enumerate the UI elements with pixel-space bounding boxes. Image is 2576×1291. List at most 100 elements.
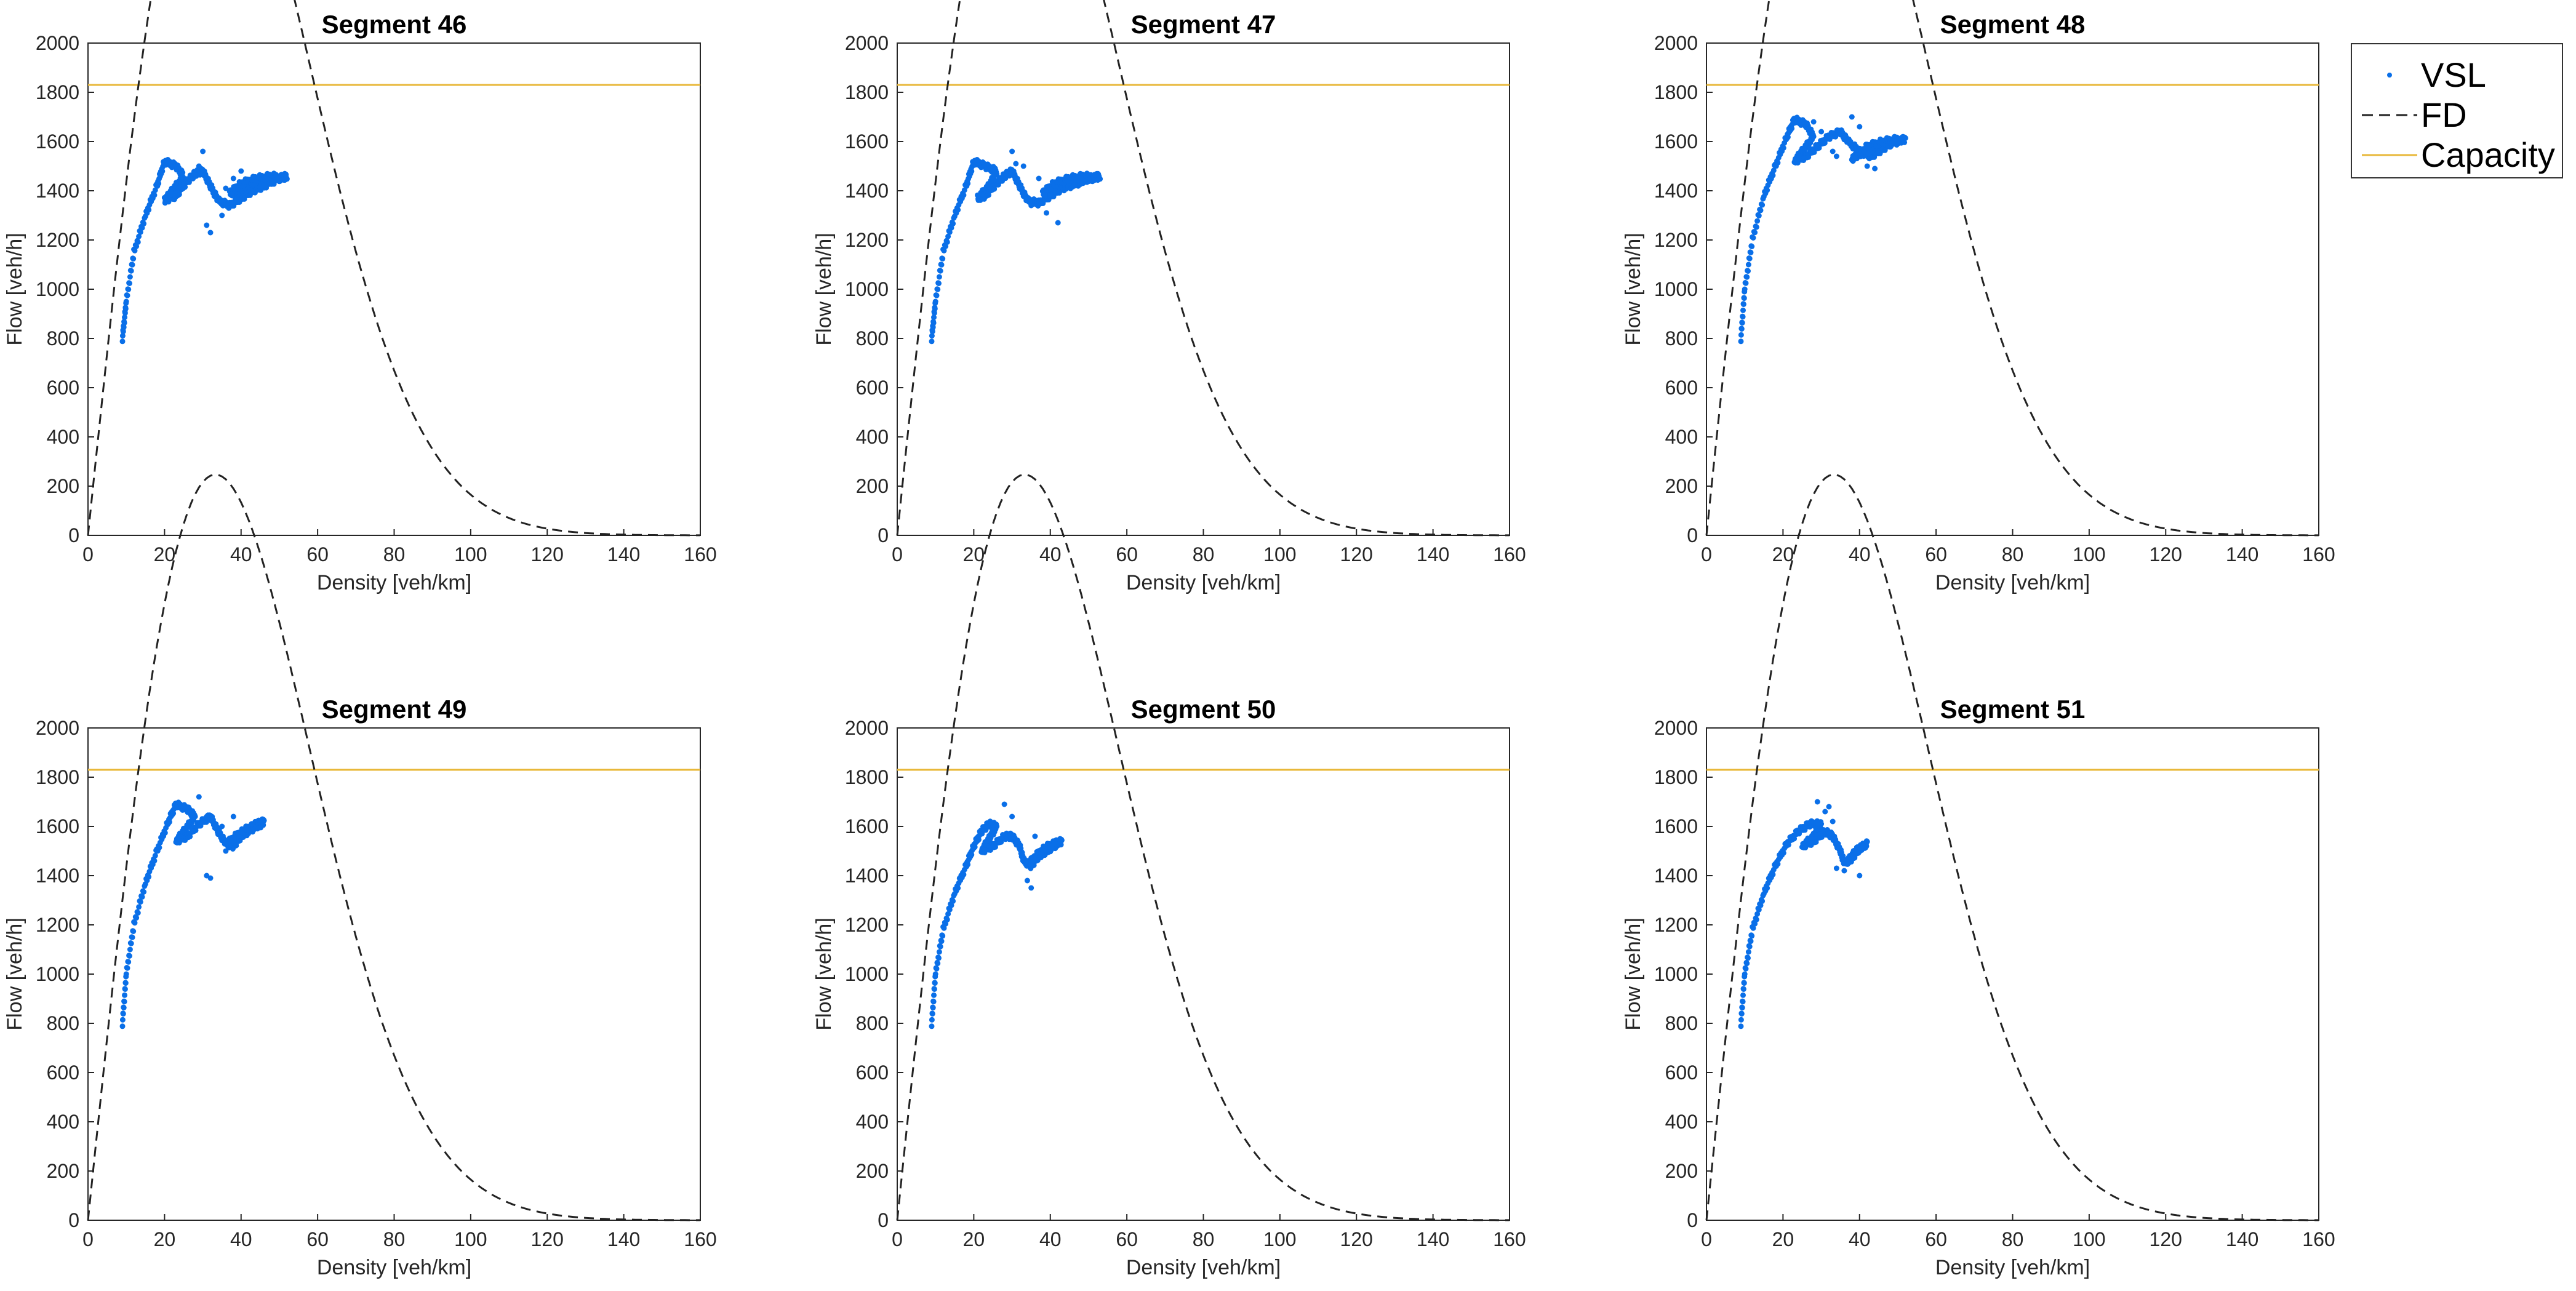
vsl-point [122,980,129,986]
vsl-point [1785,134,1791,140]
vsl-point [1860,842,1866,849]
vsl-point [1830,818,1836,825]
x-tick-label: 120 [531,543,564,566]
y-axis-label: Flow [veh/h] [3,917,26,1030]
vsl-point [929,333,935,339]
x-axis-label: Density [veh/km] [1935,1256,2090,1279]
x-axis-label: Density [veh/km] [317,1256,471,1279]
vsl-point [944,239,950,245]
legend-label-capacity: Capacity [2421,135,2555,174]
x-tick-label: 20 [963,1228,985,1250]
vsl-point [935,286,941,292]
y-tick-label: 0 [878,524,889,546]
vsl-point [123,298,129,305]
x-tick-label: 160 [2302,543,2335,566]
vsl-point [119,1023,126,1029]
vsl-point [1841,868,1847,874]
vsl-point [223,185,229,191]
x-tick-label: 40 [1849,543,1871,566]
y-tick-label: 2000 [1654,717,1698,739]
vsl-point [204,813,210,820]
vsl-point [207,875,214,881]
vsl-point [128,268,134,274]
vsl-point [1745,262,1751,268]
vsl-point [1741,295,1747,302]
vsl-point [127,274,133,280]
y-tick-label: 1600 [36,130,79,153]
vsl-point [1739,320,1745,326]
x-tick-label: 80 [383,543,406,566]
y-tick-label: 1800 [845,81,889,103]
vsl-point [1740,302,1746,307]
y-tick-label: 200 [1665,1160,1698,1182]
vsl-point [1764,187,1770,193]
x-tick-label: 20 [963,543,985,566]
vsl-point [929,338,935,345]
vsl-point [1753,916,1759,922]
vsl-point [124,292,130,298]
vsl-point [934,292,940,298]
vsl-point [1028,885,1034,891]
chart-title: Segment 50 [1131,695,1276,724]
y-tick-label: 200 [47,475,79,497]
vsl-point [930,324,936,330]
vsl-point [1740,999,1746,1005]
x-tick-label: 160 [1493,1228,1526,1250]
x-tick-label: 140 [2226,543,2258,566]
y-tick-label: 0 [1687,524,1698,546]
legend-entry-fd: FD [2352,97,2562,134]
y-tick-label: 1200 [845,914,889,936]
vsl-point [141,889,147,895]
vsl-point [1758,207,1764,214]
y-tick-label: 200 [856,1160,889,1182]
y-tick-label: 1200 [845,229,889,251]
x-tick-label: 120 [1340,543,1373,566]
vsl-point [946,906,953,913]
vsl-point [127,953,132,959]
vsl-point [151,858,158,864]
vsl-point [1743,280,1749,286]
vsl-point [1753,224,1759,230]
vsl-point [965,861,971,868]
fd-curve [87,0,700,537]
x-tick-label: 0 [1701,543,1712,566]
vsl-point [969,852,975,858]
vsl-point [932,306,938,312]
vsl-point [932,298,938,305]
y-tick-label: 1000 [845,278,889,300]
vsl-point [1775,160,1781,166]
x-tick-label: 100 [1263,543,1296,566]
y-tick-label: 400 [1665,1111,1698,1133]
vsl-point [929,1023,935,1029]
y-tick-label: 400 [856,426,889,448]
y-tick-label: 800 [47,327,79,350]
vsl-point [1009,813,1015,820]
y-tick-label: 800 [1665,327,1698,350]
y-tick-label: 800 [1665,1012,1698,1034]
y-tick-label: 1600 [36,815,79,837]
vsl-point [1044,210,1049,216]
x-tick-label: 100 [1263,1228,1296,1250]
vsl-point [139,225,145,231]
fd-curve [896,473,1510,1221]
vsl-point [129,262,135,268]
plot-area [1706,727,2319,1221]
vsl-point [126,959,132,965]
y-tick-label: 2000 [36,32,79,54]
vsl-point [969,168,975,174]
vsl-point [931,992,937,998]
vsl-point [1830,148,1836,154]
x-tick-label: 60 [306,543,329,566]
vsl-point [132,920,138,926]
vsl-point [1754,218,1761,224]
vsl-point [938,262,945,268]
vsl-point [1744,274,1750,280]
vsl-point [146,207,152,213]
vsl-point [1748,249,1754,255]
x-tick-label: 0 [892,1228,903,1250]
y-tick-label: 800 [856,1012,889,1034]
vsl-point [121,324,127,330]
x-tick-label: 120 [1340,1228,1373,1250]
vsl-point [1756,213,1762,218]
x-tick-label: 20 [154,1228,176,1250]
